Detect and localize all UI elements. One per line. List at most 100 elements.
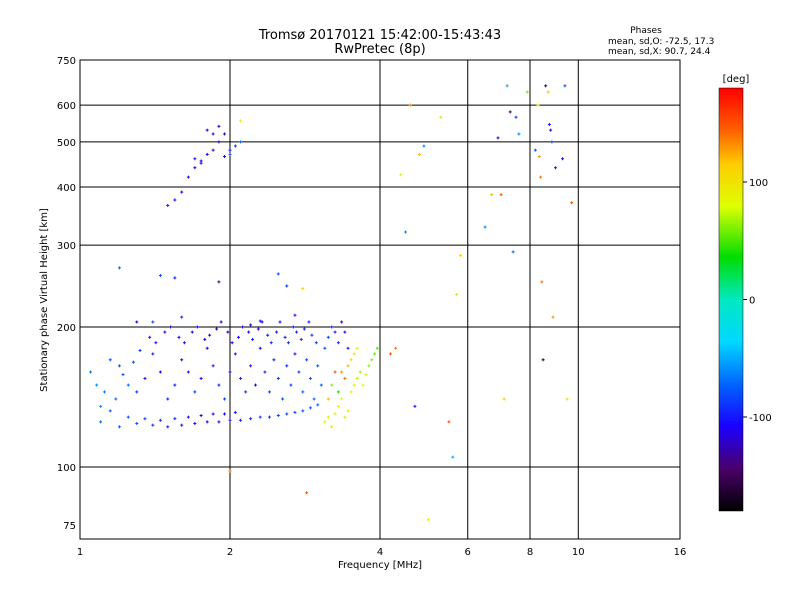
- data-point: [211, 132, 215, 136]
- data-point: [343, 330, 347, 334]
- data-point: [323, 346, 327, 350]
- data-point: [217, 383, 221, 387]
- data-point: [103, 390, 107, 394]
- data-point: [451, 455, 455, 459]
- data-point: [180, 315, 184, 319]
- data-point: [417, 152, 421, 156]
- x-axis-label: Frequency [MHz]: [338, 560, 422, 571]
- data-point: [163, 330, 167, 334]
- data-point: [166, 425, 170, 429]
- data-point: [239, 119, 243, 123]
- data-point: [143, 417, 147, 421]
- data-point: [319, 383, 323, 387]
- data-point: [226, 330, 230, 334]
- data-point: [426, 518, 430, 522]
- data-point: [551, 315, 555, 319]
- data-point: [276, 272, 280, 276]
- data-point: [326, 415, 330, 419]
- data-point: [394, 346, 398, 350]
- data-point: [117, 266, 121, 270]
- data-point: [249, 323, 253, 327]
- data-point: [502, 397, 506, 401]
- data-point: [193, 157, 197, 161]
- data-point: [233, 352, 237, 356]
- data-point: [403, 230, 407, 234]
- data-point: [517, 132, 521, 136]
- data-point: [299, 337, 303, 341]
- data-point: [285, 284, 289, 288]
- data-point: [151, 423, 155, 427]
- data-point: [217, 140, 221, 144]
- data-point: [203, 337, 207, 341]
- data-point: [285, 364, 289, 368]
- data-point: [169, 325, 173, 329]
- data-point: [316, 403, 320, 407]
- chart-subtitle: RwPretec (8p): [334, 42, 425, 57]
- data-point: [205, 420, 209, 424]
- data-point: [135, 422, 139, 426]
- data-point: [295, 330, 299, 334]
- x-tick-label: 4: [377, 547, 383, 558]
- data-point: [336, 404, 340, 408]
- data-point: [158, 370, 162, 374]
- data-point: [352, 383, 356, 387]
- data-point: [182, 341, 186, 345]
- data-point: [195, 325, 199, 329]
- data-point: [166, 397, 170, 401]
- data-point: [323, 420, 327, 424]
- data-point: [340, 397, 344, 401]
- data-point: [408, 103, 412, 107]
- data-point: [525, 90, 529, 94]
- data-point: [276, 414, 280, 418]
- data-point: [108, 358, 112, 362]
- data-point: [158, 418, 162, 422]
- data-point: [336, 390, 340, 394]
- data-point: [241, 325, 245, 329]
- data-point: [117, 425, 121, 429]
- data-point: [286, 341, 290, 345]
- data-point: [223, 412, 227, 416]
- data-point: [215, 327, 219, 331]
- data-point: [217, 280, 221, 284]
- data-point: [301, 286, 305, 290]
- data-point: [99, 404, 103, 408]
- stats-title: Phases: [630, 26, 662, 36]
- data-point: [308, 406, 312, 410]
- x-tick-label: 10: [572, 547, 585, 558]
- stats-line-x: mean, sd,X: 90.7, 24.4: [608, 47, 711, 57]
- stats-line-o: mean, sd,O: -72.5, 17.3: [608, 37, 714, 47]
- data-point: [312, 397, 316, 401]
- data-point: [291, 325, 295, 329]
- data-point: [340, 320, 344, 324]
- data-point: [550, 140, 554, 144]
- data-point: [301, 390, 305, 394]
- data-point: [158, 274, 162, 278]
- data-point: [375, 346, 379, 350]
- colorbar-tick-label: 0: [749, 296, 755, 307]
- data-point: [539, 175, 543, 179]
- data-point: [154, 341, 158, 345]
- data-point: [205, 152, 209, 156]
- data-point: [108, 409, 112, 413]
- data-point: [490, 193, 494, 197]
- data-point: [117, 364, 121, 368]
- data-point: [193, 422, 197, 426]
- data-point: [166, 203, 170, 207]
- data-point: [193, 166, 197, 170]
- data-point: [138, 348, 142, 352]
- data-point: [249, 364, 253, 368]
- data-point: [247, 330, 251, 334]
- data-point: [508, 110, 512, 114]
- x-tick-label: 2: [227, 547, 233, 558]
- data-point: [514, 115, 518, 119]
- data-point: [293, 410, 297, 414]
- data-point: [361, 383, 365, 387]
- data-point: [249, 417, 253, 421]
- data-point: [267, 390, 271, 394]
- data-point: [389, 352, 393, 356]
- data-point: [561, 157, 565, 161]
- y-tick-label: 200: [57, 323, 76, 334]
- data-point: [293, 352, 297, 356]
- y-tick-label: 300: [57, 241, 76, 252]
- y-tick-label: 75: [63, 521, 76, 532]
